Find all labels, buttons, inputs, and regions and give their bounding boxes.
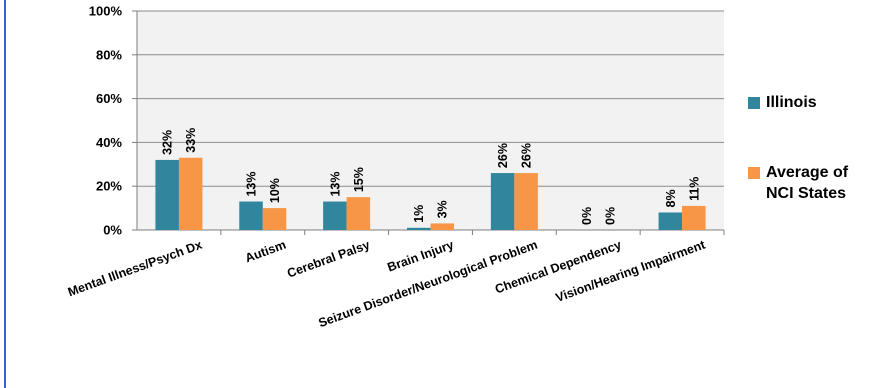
data-label-illinois: 13%: [245, 171, 259, 196]
bar-nci-average: [178, 157, 203, 230]
bar-illinois: [155, 159, 179, 230]
bar-illinois: [658, 212, 683, 230]
category-label: Mental Illness/Psych Dx: [66, 238, 204, 300]
bar-illinois: [239, 201, 263, 230]
y-tick-label: 60%: [96, 91, 122, 106]
y-tick-label: 80%: [96, 47, 122, 62]
bar-nci-average: [682, 205, 706, 230]
left-border-rule: [4, 0, 6, 388]
data-label-illinois: 26%: [496, 143, 510, 168]
legend-swatch-illinois: [748, 97, 760, 109]
data-label-nci-average: 10%: [268, 178, 282, 203]
category-label: Brain Injury: [385, 238, 455, 275]
category-label: Autism: [243, 238, 288, 266]
legend-label-illinois: Illinois: [766, 94, 817, 111]
plot-area: [137, 11, 724, 230]
bar-illinois: [407, 227, 431, 230]
y-tick-label: 100%: [89, 4, 123, 19]
data-label-nci-average: 0%: [603, 207, 617, 225]
bar-nci-average: [514, 173, 538, 230]
data-label-nci-average: 33%: [184, 128, 198, 153]
bar-illinois: [490, 173, 515, 230]
data-label-nci-average: 26%: [520, 143, 534, 168]
category-label: Vision/Hearing Impairment: [554, 237, 708, 305]
bar-illinois: [323, 201, 347, 230]
data-label-nci-average: 3%: [436, 200, 450, 218]
y-tick-label: 0%: [103, 223, 122, 238]
bar-nci-average: [430, 223, 454, 230]
data-label-nci-average: 15%: [352, 167, 366, 192]
data-label-nci-average: 11%: [687, 177, 701, 201]
category-label: Cerebral Palsy: [285, 238, 371, 281]
legend-label-nci-average: Average of NCI States: [766, 164, 849, 202]
bar-nci-average: [346, 197, 371, 230]
y-tick-label: 20%: [96, 179, 122, 194]
data-label-illinois: 1%: [412, 205, 426, 223]
data-label-illinois: 8%: [664, 189, 678, 207]
data-label-illinois: 13%: [328, 171, 342, 196]
data-label-illinois: 32%: [161, 130, 175, 155]
legend-swatch-nci-average: [748, 167, 760, 179]
data-label-illinois: 0%: [580, 207, 594, 225]
bar-nci-average: [262, 208, 287, 230]
y-tick-label: 40%: [96, 135, 122, 150]
